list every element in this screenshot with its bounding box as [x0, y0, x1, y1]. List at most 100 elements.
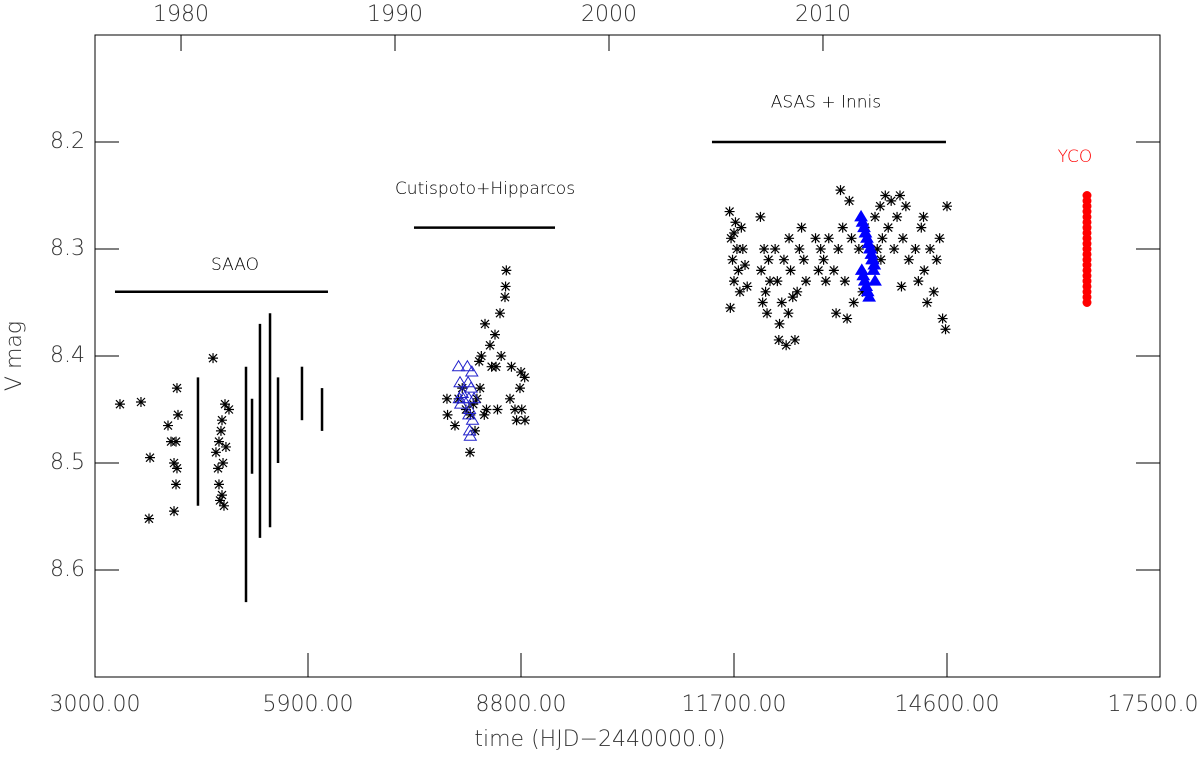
point	[853, 244, 864, 254]
point	[519, 415, 530, 426]
point	[213, 479, 224, 490]
point	[1082, 298, 1092, 307]
point	[223, 404, 234, 415]
point	[465, 447, 476, 458]
point	[496, 351, 507, 361]
point	[842, 313, 853, 324]
point	[479, 409, 490, 420]
point	[499, 292, 510, 303]
point	[785, 265, 796, 276]
point	[135, 397, 146, 408]
point	[730, 217, 741, 228]
point	[464, 365, 479, 377]
point	[729, 227, 739, 238]
point	[823, 233, 834, 244]
point	[492, 404, 503, 415]
point	[759, 244, 770, 254]
point	[145, 452, 156, 463]
point	[461, 375, 476, 388]
point	[870, 211, 881, 222]
point	[913, 276, 924, 287]
point	[215, 495, 226, 506]
annotation: ASAS + Innis	[771, 92, 881, 112]
point	[776, 297, 787, 308]
y-tick-label: 8.6	[50, 557, 85, 582]
point	[937, 313, 948, 324]
x2-tick-label: 1990	[367, 2, 423, 27]
point	[773, 334, 784, 345]
point	[470, 425, 481, 436]
point	[210, 447, 221, 458]
point	[506, 361, 517, 372]
y-axis-label: V mag	[2, 321, 27, 391]
point	[925, 244, 936, 254]
point	[848, 297, 859, 308]
point	[734, 286, 745, 297]
point	[922, 297, 933, 308]
point	[940, 324, 951, 335]
point	[772, 276, 783, 287]
point	[514, 383, 525, 394]
point	[474, 356, 485, 367]
point	[460, 359, 475, 372]
point	[500, 281, 511, 292]
point	[877, 233, 888, 244]
point	[868, 274, 882, 286]
point	[835, 185, 846, 196]
point	[837, 222, 848, 233]
x-tick-label: 17500.00	[1108, 692, 1200, 717]
point	[216, 490, 227, 501]
point	[733, 265, 744, 276]
point	[736, 222, 747, 233]
point	[844, 195, 855, 206]
y-tick-label: 8.4	[50, 343, 85, 368]
point	[471, 393, 482, 404]
point	[757, 297, 768, 308]
point	[169, 458, 180, 468]
x2-tick-label: 1980	[153, 2, 209, 27]
point	[880, 190, 891, 201]
point	[171, 479, 182, 490]
point	[789, 334, 800, 345]
point	[787, 292, 798, 303]
point	[731, 244, 742, 254]
annotation: YCO	[1058, 147, 1093, 167]
point	[792, 286, 803, 297]
point	[892, 211, 903, 222]
point	[862, 290, 877, 302]
point	[729, 276, 739, 287]
point	[934, 233, 945, 244]
point	[896, 281, 907, 292]
point	[220, 441, 231, 452]
point	[872, 244, 883, 254]
point	[839, 276, 850, 287]
point	[831, 308, 842, 319]
point	[726, 233, 737, 244]
point	[815, 244, 826, 254]
point	[783, 308, 794, 319]
point	[519, 372, 530, 383]
point	[863, 242, 878, 254]
point	[461, 407, 476, 420]
plot-frame	[94, 34, 1161, 678]
point	[501, 265, 512, 276]
point	[171, 463, 182, 474]
point	[865, 252, 879, 265]
point	[764, 276, 775, 287]
point	[916, 222, 927, 233]
point	[900, 201, 911, 212]
x-tick-label: 11700.00	[682, 692, 787, 717]
point	[931, 254, 942, 265]
point	[897, 233, 908, 244]
point	[220, 399, 231, 410]
point	[919, 265, 930, 276]
point	[740, 260, 751, 271]
point	[215, 425, 226, 436]
point	[516, 404, 527, 415]
point	[453, 375, 467, 388]
point	[218, 500, 229, 511]
point	[818, 254, 829, 265]
point	[171, 383, 182, 394]
y-tick-label: 8.3	[50, 236, 85, 261]
point	[485, 340, 496, 351]
